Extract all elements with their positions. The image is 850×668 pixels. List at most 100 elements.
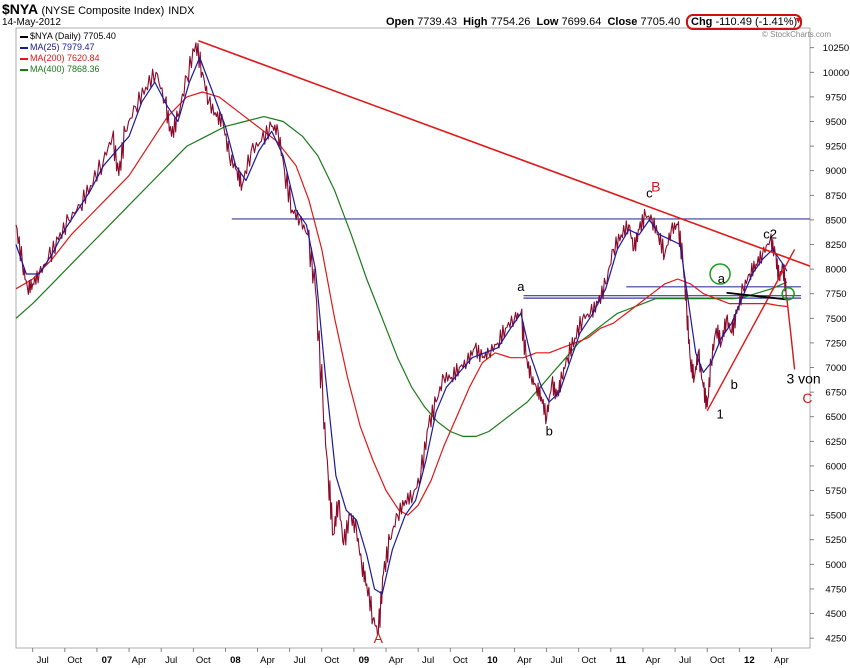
ohlc-row: Open 7739.43 High 7754.26 Low 7699.64 Cl…: [386, 16, 680, 28]
legend-item-price: $NYA (Daily) 7705.40: [20, 31, 116, 41]
y-tick-label: 4250: [825, 634, 846, 645]
legend-swatch: [20, 68, 28, 71]
watermark: © StockCharts.com: [762, 30, 832, 39]
y-tick-label: 4500: [825, 609, 846, 620]
change-badge: Chg -110.49 (-1.41%): [686, 14, 803, 30]
circle-marker: [781, 286, 795, 301]
y-tick-label: 10250: [823, 43, 849, 54]
y-tick-label: 5750: [825, 486, 846, 497]
index-name: (NYSE Composite Index): [41, 5, 165, 17]
close-value: 7705.40: [640, 16, 681, 28]
low-value: 7699.64: [561, 16, 602, 28]
symbol: $NYA: [2, 1, 38, 17]
y-axis: 4250 4500 4750 5000 5250 5500 5750 6000 6250 6500…: [810, 43, 849, 645]
chg-label: Chg: [691, 16, 713, 28]
chart-header: $NYA (NYSE Composite Index) INDX: [2, 1, 195, 17]
x-tick-label: Oct: [581, 655, 596, 666]
plot-frame: [15, 27, 811, 649]
x-tick-label: Apr: [517, 655, 532, 666]
grid: [15, 27, 811, 649]
y-tick-label: 6000: [825, 461, 846, 472]
close-label: Close: [607, 16, 638, 28]
wave-label: b: [546, 423, 553, 438]
x-tick-label: Apr: [646, 655, 661, 666]
series-line-price: [15, 42, 788, 636]
projection-line: [786, 298, 796, 370]
series-group: [15, 42, 788, 636]
chart-date: 14-May-2012: [2, 17, 61, 28]
x-tick-label: Oct: [67, 655, 82, 666]
high-value: 7754.26: [490, 16, 531, 28]
wave-label: c: [646, 185, 653, 200]
trend-line-black: [726, 291, 789, 301]
legend-label: $NYA (Daily) 7705.40: [30, 31, 116, 41]
y-tick-label: 7500: [825, 314, 846, 325]
x-tick-label: Jul: [165, 655, 177, 666]
y-tick-label: 7000: [825, 363, 846, 374]
open-label: Open: [386, 16, 415, 28]
y-tick-label: 8250: [825, 240, 846, 251]
x-tick-label: Oct: [196, 655, 211, 666]
wave-label: a: [517, 279, 525, 294]
series-line-ma400: [15, 116, 788, 437]
y-tick-label: 10000: [823, 68, 849, 79]
legend-swatch: [20, 57, 28, 60]
legend-swatch: [20, 35, 28, 38]
open-value: 7739.43: [417, 16, 457, 28]
legend-item-ma400: MA(400) 7868.36: [20, 64, 100, 74]
x-tick-label: 09: [359, 655, 370, 666]
chg-value: -110.49 (-1.41%): [715, 16, 798, 28]
x-tick-label: Oct: [453, 655, 468, 666]
x-tick-label: 12: [744, 655, 755, 666]
x-tick-label: Jul: [294, 655, 306, 666]
x-tick-label: Apr: [260, 655, 275, 666]
y-tick-label: 5500: [825, 511, 846, 522]
x-tick-label: Oct: [710, 655, 725, 666]
legend-item-ma200: MA(200) 7620.84: [20, 53, 100, 63]
y-tick-label: 9750: [825, 92, 846, 103]
x-tick-label: Apr: [132, 655, 147, 666]
wave-label: B: [651, 178, 660, 194]
x-axis: Jul Oct 07 Apr Jul Oct 08 Apr Jul Oct 09 Apr Jul Oct 1…: [32, 648, 789, 666]
y-tick-label: 9250: [825, 142, 846, 153]
y-tick-label: 6500: [825, 412, 846, 423]
x-tick-label: Oct: [324, 655, 339, 666]
x-tick-label: 08: [230, 655, 241, 666]
x-tick-label: Jul: [37, 655, 49, 666]
circle-marker: [709, 263, 731, 285]
wave-label: a: [718, 271, 726, 286]
y-tick-label: 8000: [825, 265, 846, 276]
legend-item-ma25: MA(25) 7979.47: [20, 42, 95, 52]
y-tick-label: 8750: [825, 191, 846, 202]
overlays: [198, 40, 811, 412]
wave-label: 3 von: [786, 370, 820, 386]
y-tick-label: 9000: [825, 166, 846, 177]
high-label: High: [463, 16, 488, 28]
legend-label: MA(25) 7979.47: [30, 42, 95, 52]
x-tick-label: Apr: [774, 655, 789, 666]
legend-label: MA(400) 7868.36: [30, 64, 100, 74]
y-tick-label: 5000: [825, 560, 846, 571]
x-tick-label: 10: [487, 655, 498, 666]
legend-label: MA(200) 7620.84: [30, 53, 100, 63]
y-tick-label: 6750: [825, 388, 846, 399]
wave-label: 1: [716, 407, 723, 422]
trend-line-up: [706, 249, 796, 412]
y-tick-label: 8500: [825, 215, 846, 226]
wave-label: A: [374, 630, 384, 646]
low-label: Low: [536, 16, 559, 28]
x-tick-label: Apr: [389, 655, 404, 666]
trend-line-down: [198, 40, 811, 267]
x-tick-label: Jul: [679, 655, 691, 666]
down-arrow-icon: ▼: [794, 15, 803, 25]
series-line-ma200: [15, 91, 787, 516]
x-tick-label: 07: [102, 655, 113, 666]
y-tick-label: 7750: [825, 289, 846, 300]
y-tick-label: 7250: [825, 338, 846, 349]
wave-label: b: [731, 377, 738, 392]
x-tick-label: Jul: [422, 655, 434, 666]
x-tick-label: 11: [616, 655, 627, 666]
legend-swatch: [20, 46, 28, 49]
